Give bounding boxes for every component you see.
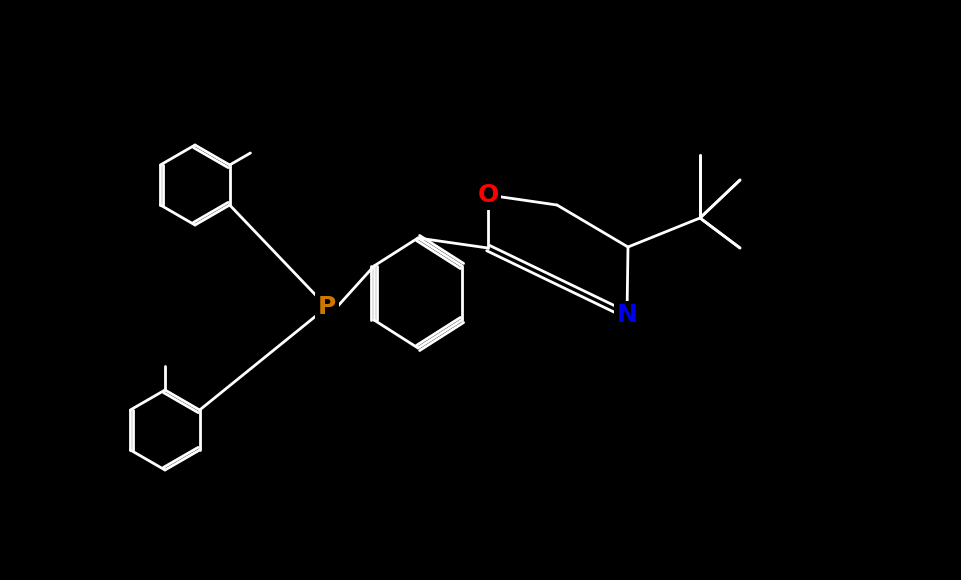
Text: O: O <box>477 183 498 207</box>
Text: P: P <box>317 295 335 319</box>
Text: N: N <box>616 303 637 327</box>
